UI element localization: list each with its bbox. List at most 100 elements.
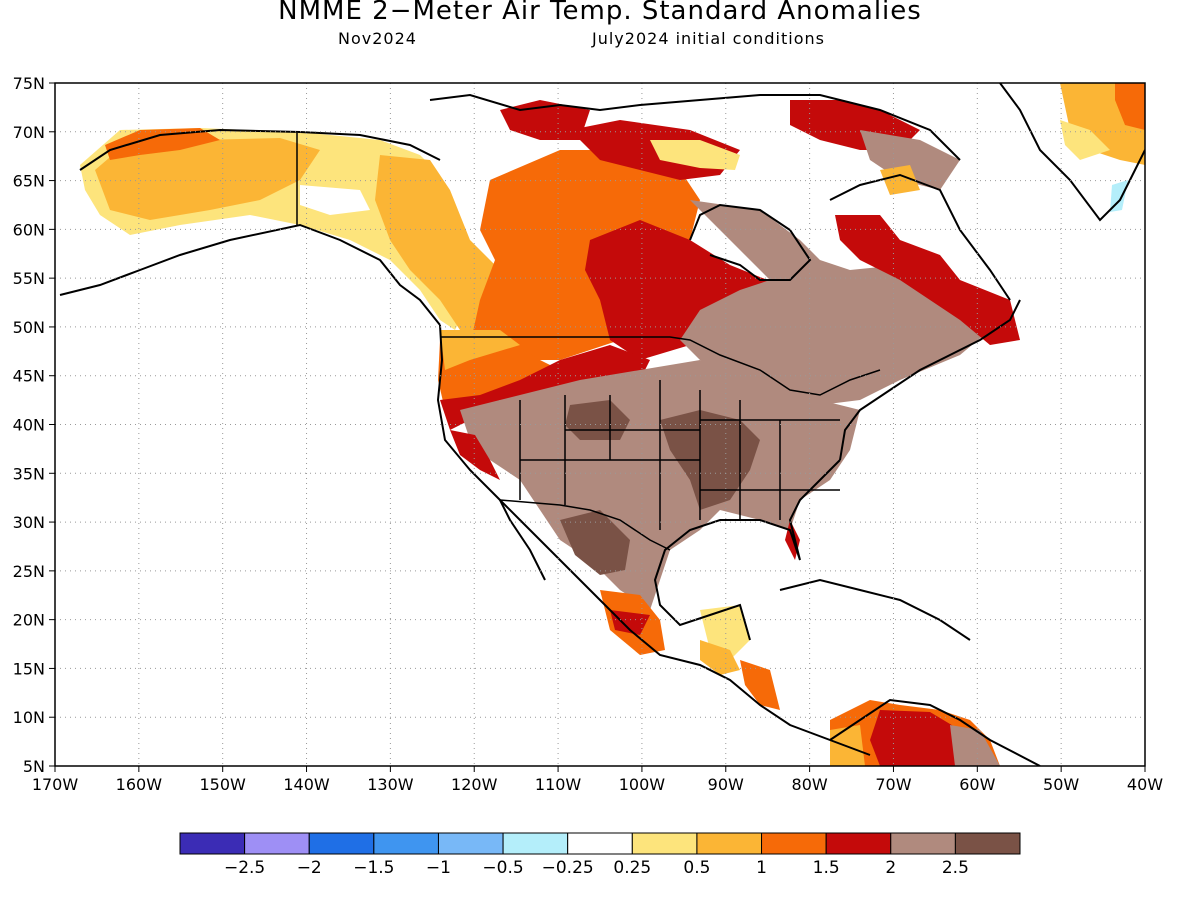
anomaly-field: [80, 83, 1145, 766]
lon-tick-label: 110W: [535, 775, 582, 794]
lat-tick-label: 75N: [13, 74, 45, 93]
anomaly-region: [660, 410, 760, 510]
lon-tick-label: 100W: [619, 775, 666, 794]
colorbar-swatch: [825, 832, 892, 855]
colorbar-label: 2: [885, 858, 896, 878]
colorbar: −2.5 −2 −1.5 −1 −0.5 −0.25 0.25 0.5 1 1.5 2 2.5: [179, 832, 1021, 878]
anomaly-region: [1115, 83, 1145, 130]
colorbar-label: −2.5: [224, 858, 265, 878]
colorbar-swatch: [502, 832, 569, 855]
lon-tick-label: 120W: [451, 775, 498, 794]
anomaly-region: [450, 430, 500, 480]
anomaly-region: [650, 140, 740, 170]
colorbar-label: 1: [756, 858, 767, 878]
colorbar-swatch: [567, 832, 633, 855]
lat-tick-label: 70N: [13, 123, 45, 142]
colorbar-label: 0.5: [683, 858, 710, 878]
lon-tick-label: 60W: [959, 775, 995, 794]
us-mexico-border: [499, 499, 671, 551]
coastline-alaska-north: [79, 128, 441, 171]
lat-tick-label: 15N: [13, 659, 45, 678]
anomaly-region: [440, 330, 520, 370]
colorbar-label: 1.5: [813, 858, 840, 878]
colorbar-label: −0.5: [482, 858, 523, 878]
colorbar-label: −2: [297, 858, 322, 878]
lat-tick-label: 40N: [13, 416, 45, 435]
lat-tick-label: 60N: [13, 220, 45, 239]
colorbar-swatch: [890, 832, 956, 855]
coastline-baja: [499, 499, 546, 581]
anomaly-region: [585, 220, 780, 360]
target-month: Nov2024: [338, 29, 417, 48]
coastline-westcoast: [436, 324, 871, 756]
canada-us-border: [440, 336, 881, 396]
anomaly-region: [300, 185, 370, 215]
colorbar-swatch: [954, 832, 1021, 855]
colorbar-label: −1: [426, 858, 451, 878]
lon-tick-label: 150W: [200, 775, 247, 794]
anomaly-region: [560, 510, 630, 575]
anomaly-region: [470, 150, 700, 360]
anomaly-region: [700, 640, 740, 675]
anomaly-region: [440, 345, 650, 430]
anomaly-region: [95, 138, 320, 220]
anomaly-region: [880, 165, 920, 195]
colorbar-swatch: [308, 832, 375, 855]
lon-tick-label: 130W: [367, 775, 414, 794]
colorbar-swatch: [244, 832, 310, 855]
anomaly-region: [680, 200, 990, 405]
lat-tick-label: 55N: [13, 269, 45, 288]
anomaly-region: [105, 128, 220, 160]
lat-tick-label: 25N: [13, 562, 45, 581]
colorbar-label: 2.5: [942, 858, 969, 878]
lon-tick-label: 140W: [283, 775, 330, 794]
anomaly-region: [375, 155, 500, 330]
colorbar-label: 0.25: [613, 858, 651, 878]
lon-tick-label: 70W: [875, 775, 911, 794]
anomaly-region: [950, 725, 1000, 766]
colorbar-swatch: [437, 832, 504, 855]
lon-tick-label: 170W: [32, 775, 79, 794]
anomaly-region: [860, 130, 960, 190]
political-boundaries: [296, 133, 881, 551]
anomaly-region: [1110, 180, 1128, 212]
map-title: NMME 2−Meter Air Temp. Standard Anomalie…: [278, 0, 922, 26]
colorbar-label: −0.25: [542, 858, 594, 878]
initial-conditions: July2024 initial conditions: [592, 29, 825, 48]
anomaly-region: [870, 710, 960, 766]
anomaly-region: [610, 610, 650, 635]
anomaly-region: [835, 215, 1020, 345]
anomaly-region: [1060, 120, 1110, 160]
colorbar-swatch: [179, 832, 246, 855]
latitude-axis: 75N 70N 65N 60N 55N 50N 45N 40N 35N 30N 25N 20N 15N 1…: [13, 74, 55, 776]
coastline-hudson: [689, 203, 812, 281]
coastline-labrador: [829, 173, 1011, 301]
lat-tick-label: 10N: [13, 708, 45, 727]
lat-tick-label: 35N: [13, 464, 45, 483]
colorbar-label: −1.5: [353, 858, 394, 878]
lon-tick-label: 50W: [1043, 775, 1079, 794]
coastline-alaska: [59, 223, 441, 326]
longitude-axis: 170W 160W 150W 140W 130W 120W 110W 100W 90W 80W 70…: [32, 766, 1163, 794]
lon-tick-label: 90W: [708, 775, 744, 794]
coastline-arctic-islands: [429, 93, 961, 161]
lon-tick-label: 40W: [1127, 775, 1163, 794]
lon-tick-label: 160W: [116, 775, 163, 794]
lat-tick-label: 50N: [13, 318, 45, 337]
lat-tick-label: 30N: [13, 513, 45, 532]
lat-tick-label: 45N: [13, 367, 45, 386]
anomaly-region: [740, 660, 780, 710]
us-state-lines: [519, 380, 840, 530]
colorbar-swatch: [631, 832, 698, 855]
colorbar-swatch: [373, 832, 439, 855]
coastline-southamerica: [829, 698, 1041, 766]
coastline-greenland: [999, 83, 1145, 222]
lat-tick-label: 65N: [13, 172, 45, 191]
lat-tick-label: 5N: [23, 757, 45, 776]
coastline-caribbean: [779, 578, 971, 641]
lat-tick-label: 20N: [13, 611, 45, 630]
colorbar-swatch: [761, 832, 827, 855]
lon-tick-label: 80W: [792, 775, 828, 794]
colorbar-swatch: [696, 832, 763, 855]
